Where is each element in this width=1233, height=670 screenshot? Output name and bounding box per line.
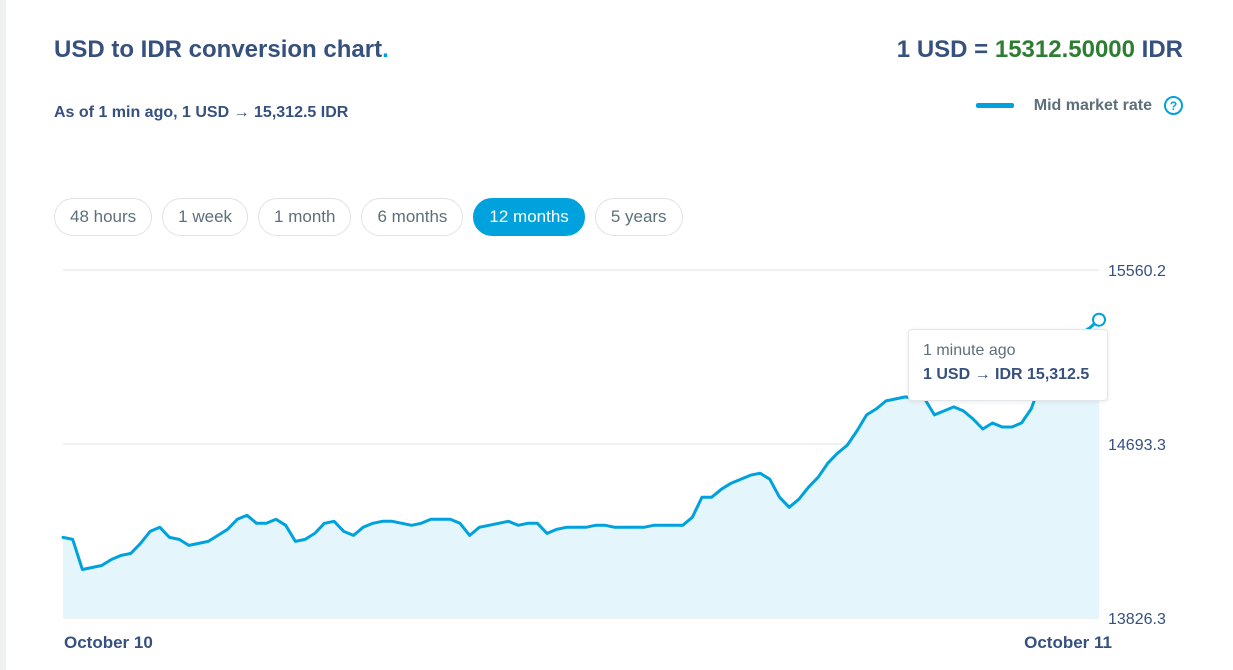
page-title: USD to IDR conversion chart. xyxy=(54,36,389,64)
tab-48-hours[interactable]: 48 hours xyxy=(54,198,153,236)
tab-6-months[interactable]: 6 months xyxy=(361,198,464,236)
rate-prefix: 1 USD = xyxy=(896,36,995,63)
tab-12-months[interactable]: 12 months xyxy=(473,198,585,236)
current-rate: 1 USD = 15312.50000 IDR xyxy=(897,36,1183,64)
tooltip-value: 1 USD → IDR 15,312.5 xyxy=(923,366,1090,383)
x-tick-label: October 11 xyxy=(1024,633,1112,652)
title-text: USD to IDR conversion chart xyxy=(54,36,383,63)
area-fill xyxy=(63,319,1099,618)
tooltip-time: 1 minute ago xyxy=(923,342,1016,359)
title-dot: . xyxy=(382,36,389,63)
legend: Mid market rate ? xyxy=(975,96,1183,115)
series-line xyxy=(61,318,1101,571)
left-rail xyxy=(0,0,6,670)
tab-5-years[interactable]: 5 years xyxy=(594,198,683,236)
x-tick-label: October 10 xyxy=(64,633,153,652)
y-tick-label: 15560.2 xyxy=(1108,263,1166,280)
question-circle-icon[interactable]: ? xyxy=(1164,96,1183,115)
chart-tooltip: 1 minute ago 1 USD → IDR 15,312.5 xyxy=(908,329,1108,401)
rate-suffix: IDR xyxy=(1135,36,1183,63)
legend-label: Mid market rate xyxy=(1033,96,1152,114)
rate-value: 15312.50000 xyxy=(994,36,1135,63)
range-tabs: 48 hours 1 week 1 month 6 months 12 mont… xyxy=(54,198,683,236)
current-point-marker xyxy=(1092,312,1106,327)
y-tick-label: 13826.3 xyxy=(1108,611,1166,628)
tab-1-week[interactable]: 1 week xyxy=(162,198,249,236)
y-tick-label: 14693.3 xyxy=(1108,437,1166,454)
as-of-text: As of 1 min ago, 1 USD → 15,312.5 IDR xyxy=(54,104,349,121)
legend-swatch xyxy=(975,103,1014,108)
tab-1-month[interactable]: 1 month xyxy=(258,198,352,236)
